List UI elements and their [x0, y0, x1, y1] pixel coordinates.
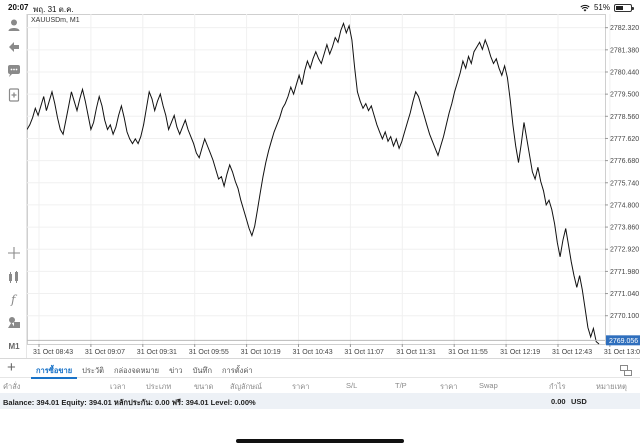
price-line — [27, 21, 600, 345]
chart-toolbar: f M1 — [0, 14, 27, 358]
x-tick-label: 31 Oct 10:43 — [293, 349, 333, 356]
x-tick-label: 31 Oct 11:31 — [396, 349, 436, 356]
timeframe-button[interactable]: M1 — [8, 341, 20, 351]
total-profit: 0.00 — [551, 397, 566, 406]
currency: USD — [571, 397, 587, 406]
indicators-icon[interactable] — [4, 268, 24, 286]
col-tp: T/P — [395, 381, 407, 390]
tab-journal[interactable]: บันทึก — [192, 366, 213, 375]
tab-trade[interactable]: การซื้อขาย — [31, 359, 78, 379]
wifi-icon — [580, 4, 590, 11]
x-tick-label: 31 Oct 12:19 — [500, 349, 540, 356]
y-tick-label: 2771.980 — [610, 269, 639, 276]
y-tick-label: 2780.440 — [610, 69, 639, 76]
x-tick-label: 31 Oct 08:43 — [33, 349, 73, 356]
add-icon[interactable]: + — [7, 359, 16, 376]
col-price: ราคา — [292, 382, 310, 391]
col-swap: Swap — [479, 381, 498, 390]
bottom-tabs: การซื้อขาย ประวัติ กล่องจดหมาย ข่าว บันท… — [31, 359, 258, 379]
battery-icon — [614, 3, 634, 12]
x-tick-label: 31 Oct 12:43 — [552, 349, 592, 356]
x-tick-label: 31 Oct 13:07 — [604, 349, 640, 356]
status-date: พฤ. 31 ต.ค. — [33, 5, 74, 14]
y-tick-label: 2775.740 — [610, 180, 639, 187]
tab-history[interactable]: ประวัติ — [82, 366, 105, 375]
bottom-tabs-bar: + การซื้อขาย ประวัติ กล่องจดหมาย ข่าว บั… — [0, 358, 640, 381]
y-tick-label: 2781.380 — [610, 47, 639, 54]
x-tick-label: 31 Oct 09:07 — [85, 349, 125, 356]
y-tick-label: 2778.560 — [610, 114, 639, 121]
status-right: 51% — [580, 3, 634, 12]
status-bar: 20:07 พฤ. 31 ต.ค. 51% — [0, 0, 640, 14]
x-tick-label: 31 Oct 09:31 — [137, 349, 177, 356]
x-tick-label: 31 Oct 10:19 — [241, 349, 281, 356]
chat-icon[interactable] — [4, 62, 24, 80]
balance-bar: Balance: 394.01 Equity: 394.01 หลักประกั… — [0, 393, 640, 409]
home-indicator — [236, 439, 404, 443]
tab-news[interactable]: ข่าว — [169, 366, 183, 375]
function-icon[interactable]: f — [4, 290, 24, 308]
current-price-label: 2769.056 — [609, 338, 638, 345]
battery-percent: 51% — [593, 3, 610, 12]
tab-mailbox[interactable]: กล่องจดหมาย — [114, 366, 160, 375]
add-document-icon[interactable] — [4, 86, 24, 104]
col-profit: กำไร — [549, 382, 566, 391]
col-order: คำสั่ง — [3, 382, 21, 391]
col-time: เวลา — [110, 382, 126, 391]
y-tick-label: 2776.680 — [610, 158, 639, 165]
col-sl: S/L — [346, 381, 358, 390]
y-tick-label: 2782.320 — [610, 25, 639, 32]
col-type: ประเภท — [146, 382, 172, 391]
y-tick-label: 2777.620 — [610, 136, 639, 143]
chart-symbol: XAUUSDm, M1 — [31, 17, 80, 24]
status-time: 20:07 — [8, 3, 29, 12]
col-symbol: สัญลักษณ์ — [230, 382, 263, 391]
crosshair-icon[interactable] — [4, 244, 24, 262]
x-tick-label: 31 Oct 09:55 — [189, 349, 229, 356]
trade-icon[interactable] — [4, 38, 24, 56]
x-tick-label: 31 Oct 11:07 — [344, 349, 384, 356]
balance-summary: Balance: 394.01 Equity: 394.01 หลักประกั… — [3, 398, 256, 407]
account-icon[interactable] — [4, 16, 24, 34]
y-tick-label: 2773.860 — [610, 225, 639, 232]
col-current-price: ราคา — [440, 382, 458, 391]
y-tick-label: 2772.920 — [610, 247, 639, 254]
y-tick-label: 2774.800 — [610, 202, 639, 209]
col-comment: หมายเหตุ — [596, 382, 627, 391]
svg-text:f: f — [10, 293, 18, 307]
current-price-tag — [606, 335, 640, 346]
trade-table-header: คำสั่ง เวลา ประเภท ขนาด สัญลักษณ์ ราคา S… — [0, 378, 640, 392]
chart-frame — [27, 14, 606, 345]
y-tick-label: 2771.040 — [610, 291, 639, 298]
objects-icon[interactable] — [4, 313, 24, 331]
col-volume: ขนาด — [194, 382, 214, 391]
tab-settings[interactable]: การตั้งค่า — [222, 366, 253, 375]
chart-canvas[interactable]: 2782.320 2781.380 2780.440 2779.500 2778.560… — [27, 14, 640, 358]
price-chart[interactable]: 2782.320 2781.380 2780.440 2779.500 2778.560… — [27, 14, 640, 358]
y-tick-label: 2770.100 — [610, 313, 639, 320]
layout-icon[interactable] — [620, 363, 632, 381]
y-tick-label: 2779.500 — [610, 92, 639, 99]
x-tick-label: 31 Oct 11:55 — [448, 349, 488, 356]
